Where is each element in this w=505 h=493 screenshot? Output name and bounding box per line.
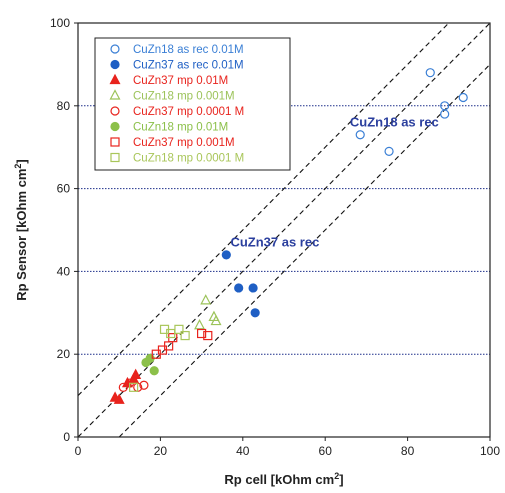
legend-marker [110,44,120,54]
grid-lines [78,105,490,355]
x-tick-label: 60 [319,444,333,458]
data-point [458,92,468,103]
data-point [440,109,450,119]
data-point [384,146,394,156]
data-point [210,314,222,326]
data-point [221,250,231,260]
data-points [109,68,468,404]
legend-entry: CuZn37 as rec 0.01M [133,60,244,72]
legend-marker [110,59,120,70]
y-tick-label: 100 [50,16,70,30]
x-tick-label: 100 [480,444,500,458]
data-point [118,382,128,392]
reference-line [77,22,491,438]
data-point [194,318,206,330]
annotations: CuZn18 as rec CuZn37 as rec [230,115,438,250]
x-axis-title-sup: 2 [334,471,339,481]
x-axis-title: Rp cell [kOhm cm2] [224,471,343,487]
data-point [180,330,190,341]
data-point [248,283,258,293]
legend-entry: CuZn37 mp 0.0001 M [133,106,244,118]
reference-lines [77,22,491,438]
reference-line [77,22,450,396]
legend-entry: CuZn18 mp 0.01M [133,122,228,134]
annotation-label: CuZn37 as rec [230,235,319,250]
legend-entry: CuZn18 mp 0.001M [133,91,235,103]
legend: CuZn18 as rec 0.01M CuZn37 as rec 0.01M Cu… [94,37,291,171]
data-point [197,328,207,339]
legend-marker [110,152,120,163]
y-axis-title: Rp Sensor [kOhm cm2] [13,159,29,301]
y-axis-title-sup: 2 [13,164,23,169]
plot-frame [77,22,491,438]
data-point [130,368,142,379]
data-point [174,324,184,334]
y-tick-label: 40 [57,264,71,278]
y-axis-title-text: Rp Sensor [kOhm cm [14,169,29,301]
y-tick-label: 0 [63,430,70,444]
x-tick-label: 80 [401,444,415,458]
data-point [425,68,435,78]
y-axis-title-end: ] [14,159,29,163]
data-point [129,382,139,392]
annotation-label: CuZn18 as rec [350,115,439,130]
data-point [139,380,149,390]
data-point [113,393,125,404]
x-axis-title-end: ] [339,472,343,487]
x-tick-label: 20 [154,444,168,458]
data-point [250,308,260,318]
y-tick-label: 20 [57,347,71,361]
data-point [355,130,365,140]
legend-entry: CuZn37 mp 0.001M [133,137,235,149]
legend-marker [110,137,120,147]
data-point [149,366,159,376]
data-point [200,294,212,305]
data-point [440,101,450,111]
y-tick-label: 80 [57,99,71,113]
data-point [234,283,244,293]
legend-entry: CuZn18 mp 0.0001 M [133,153,244,165]
reference-line [118,64,491,438]
y-tick-label: 60 [57,182,71,196]
legend-marker [110,121,120,132]
legend-marker [109,73,121,85]
legend-marker [109,89,121,100]
legend-box [94,37,291,171]
legend-entry: CuZn18 as rec 0.01M [133,44,244,56]
data-point [203,330,213,341]
x-tick-label: 0 [75,444,82,458]
legend-marker [110,106,120,116]
legend-entry: CuZn37 mp 0.01M [133,75,228,87]
axis-ticks: 0 20 40 60 80 100 0 20 40 60 80 100 [50,16,500,458]
x-tick-label: 40 [236,444,250,458]
x-axis-title-text: Rp cell [kOhm cm [224,472,334,487]
